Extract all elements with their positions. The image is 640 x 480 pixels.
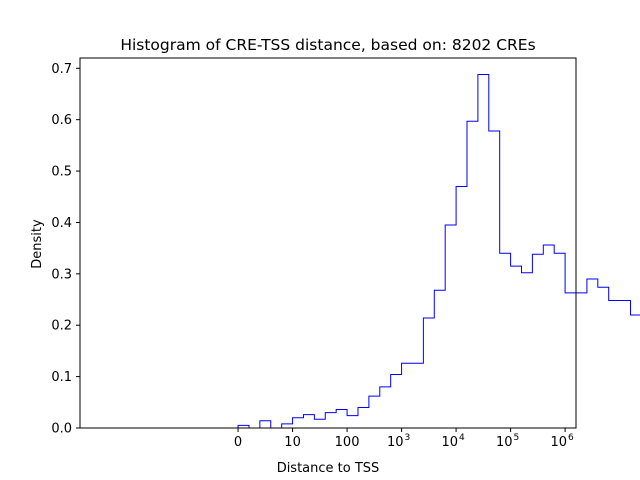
histogram-bin [336,410,347,429]
histogram-bin [314,419,325,428]
histogram-bin [478,74,489,428]
x-axis: 0 10 100 103 104 105 106 [234,428,574,450]
histogram-bin [532,254,543,428]
y-axis-label: Density [30,219,45,269]
histogram-bin [543,245,554,428]
histogram-bin [445,225,456,428]
x-tick-label: 106 [550,433,574,450]
histogram-bin [325,413,336,428]
histogram-bin [598,287,609,428]
histogram-bin [521,273,532,428]
y-tick-label: 0.5 [51,165,72,180]
histogram-bin [391,375,402,428]
histogram-bin [293,418,304,428]
histogram-bin [434,290,445,428]
y-tick-label: 0.2 [51,319,72,334]
histogram-bin [489,131,500,428]
histogram-bin [565,293,576,428]
y-tick-label: 0.7 [51,62,72,77]
histogram-bin [423,318,434,428]
histogram-bin [282,424,293,428]
x-tick-label: 0 [234,435,242,450]
histogram-bin [500,253,511,428]
y-tick-label: 0.0 [51,422,72,437]
y-axis: 0.0 0.1 0.2 0.3 0.4 0.5 0.6 0.7 [51,62,80,437]
histogram-bin [511,266,522,428]
y-tick-label: 0.1 [51,370,72,385]
x-tick-label: 10 [284,435,301,450]
x-tick-label: 100 [335,435,360,450]
plot-area [237,73,640,429]
histogram-bin [620,301,631,428]
histogram-bin [380,387,391,428]
x-tick-label: 105 [496,433,519,450]
histogram-bin [609,301,620,428]
chart-title: Histogram of CRE-TSS distance, based on:… [120,36,535,54]
histogram-bin [412,363,423,428]
histogram-bin [303,415,314,428]
histogram-bin [369,396,380,428]
x-tick-label: 103 [387,433,410,450]
histogram-step-line [237,73,640,429]
histogram-bin [587,279,598,428]
x-axis-label: Distance to TSS [277,461,380,476]
x-tick-label: 104 [441,433,465,450]
histogram-bin [576,293,587,428]
histogram-bin [402,363,413,428]
histogram-bin [554,253,565,428]
histogram-bin [260,421,271,428]
histogram-bin [456,186,467,428]
histogram-bin [347,416,358,428]
y-tick-label: 0.4 [51,216,72,231]
histogram-bin [358,407,369,428]
y-tick-label: 0.6 [51,113,72,128]
histogram-bin [631,315,640,428]
y-tick-label: 0.3 [51,267,72,282]
histogram-bin [467,121,478,428]
plot-frame [79,57,577,429]
